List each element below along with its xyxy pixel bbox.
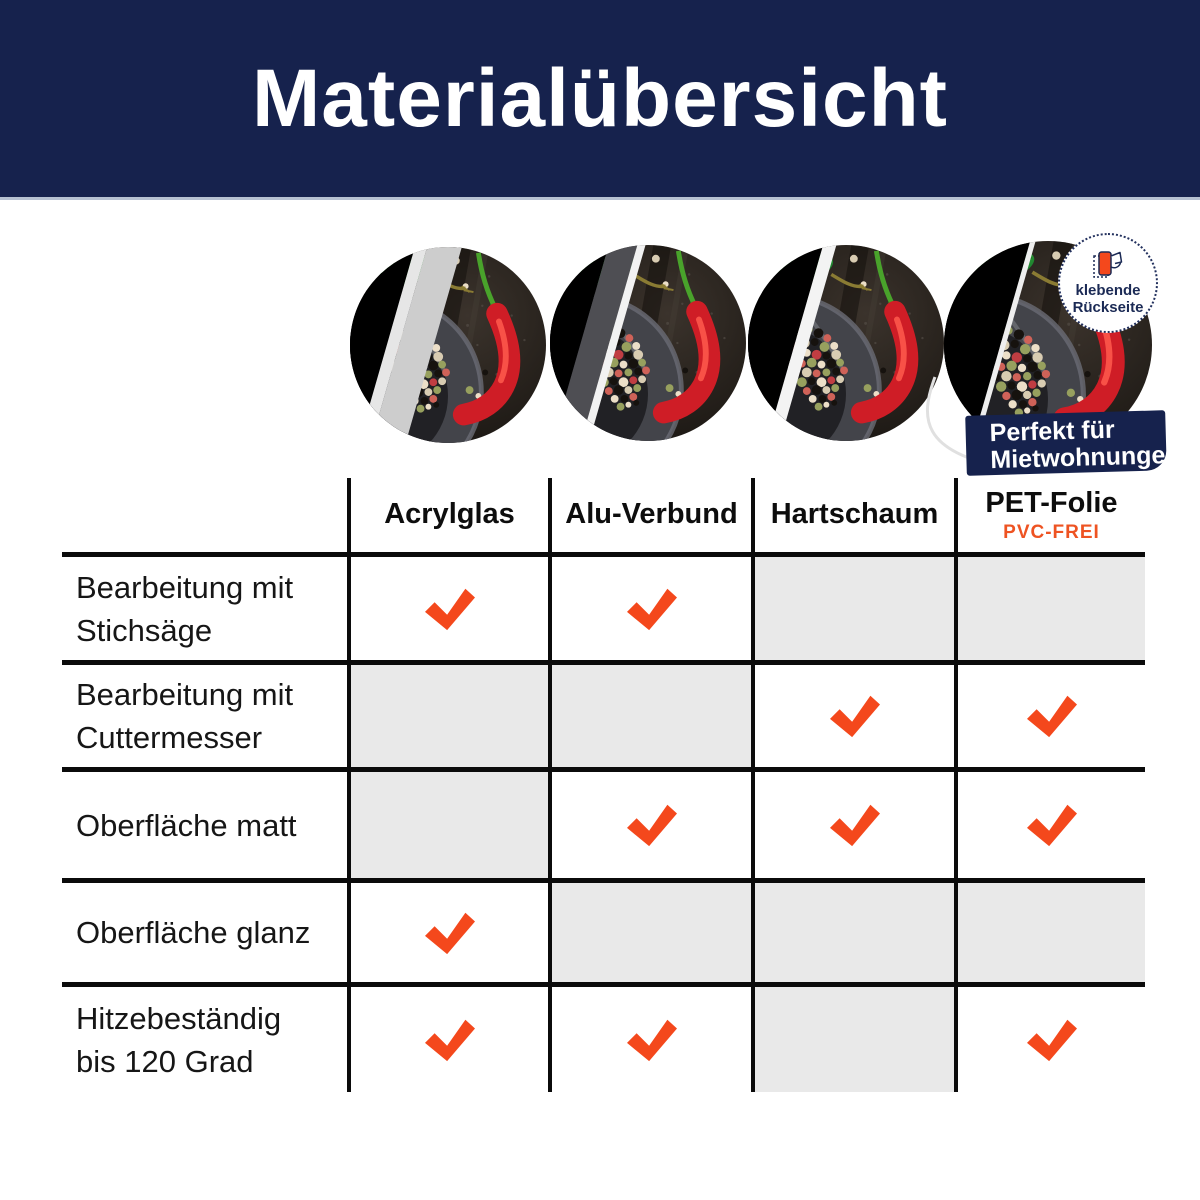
perfect-for-ribbon: Perfekt für Mietwohnungen bbox=[965, 410, 1182, 476]
check-icon bbox=[1026, 804, 1077, 847]
row-label-cuttermesser: Bearbeitung mit Cuttermesser bbox=[62, 660, 347, 767]
cell-hitze-alu-verbund bbox=[548, 982, 751, 1092]
column-header-label: PET-Folie bbox=[985, 486, 1118, 519]
row-label-line: Bearbeitung mit bbox=[76, 569, 294, 605]
cell-cuttermesser-pet-folie bbox=[954, 660, 1145, 767]
check-icon bbox=[424, 912, 475, 954]
cell-cuttermesser-acrylglas bbox=[347, 660, 548, 767]
row-label-line: Oberfläche glanz bbox=[76, 915, 311, 950]
column-header-acrylglas: Acrylglas bbox=[347, 478, 548, 552]
cell-matt-pet-folie bbox=[954, 767, 1145, 878]
row-label-line: Cuttermesser bbox=[76, 720, 263, 755]
row-label-hitzebestaendig: Hitzebeständig bis 120 Grad bbox=[62, 982, 347, 1092]
page-header: Materialübersicht bbox=[0, 0, 1200, 197]
check-icon bbox=[1026, 1019, 1077, 1061]
cell-glanz-hartschaum bbox=[751, 878, 954, 982]
header-underline bbox=[0, 197, 1200, 200]
badge-line-2: Rückseite bbox=[1072, 299, 1144, 316]
page-title: Materialübersicht bbox=[252, 52, 948, 144]
row-label-line: Stichsäge bbox=[76, 612, 213, 648]
check-icon bbox=[829, 695, 880, 738]
cell-stichsaege-acrylglas bbox=[347, 552, 548, 660]
cell-glanz-pet-folie bbox=[954, 878, 1145, 982]
row-label-line: Hitzebeständig bbox=[76, 1000, 282, 1036]
table-corner-cell bbox=[62, 478, 347, 552]
column-header-alu-verbund: Alu-Verbund bbox=[548, 478, 751, 552]
acrylglas-edge-image bbox=[350, 247, 546, 443]
material-comparison-table: Acrylglas Alu-Verbund Hartschaum PET-Fol… bbox=[62, 478, 1145, 1092]
row-label-line: Bearbeitung mit bbox=[76, 677, 294, 712]
check-icon bbox=[626, 588, 677, 630]
row-label-oberflaeche-matt: Oberfläche matt bbox=[62, 767, 347, 878]
alu-verbund-edge-image bbox=[550, 245, 746, 441]
column-header-pet-folie: PET-Folie PVC-FREI bbox=[954, 478, 1145, 552]
column-header-label: Acrylglas bbox=[384, 497, 515, 530]
check-icon bbox=[424, 588, 475, 630]
column-header-label: Alu-Verbund bbox=[565, 497, 738, 530]
badge-line-1: klebende bbox=[1075, 282, 1141, 299]
row-label-oberflaeche-glanz: Oberfläche glanz bbox=[62, 878, 347, 982]
column-header-label: Hartschaum bbox=[770, 497, 939, 530]
column-header-sublabel: PVC-FREI bbox=[1003, 521, 1100, 543]
material-preview-acrylglas bbox=[350, 247, 546, 443]
cell-cuttermesser-hartschaum bbox=[751, 660, 954, 767]
cell-glanz-alu-verbund bbox=[548, 878, 751, 982]
row-label-stichsaege: Bearbeitung mit Stichsäge bbox=[62, 552, 347, 660]
check-icon bbox=[829, 804, 880, 847]
adhesive-badge: klebende Rückseite bbox=[1058, 233, 1158, 333]
pet-folie-edge-image bbox=[944, 241, 1152, 449]
cell-hitze-hartschaum bbox=[751, 982, 954, 1092]
cell-matt-hartschaum bbox=[751, 767, 954, 878]
material-preview-pet-folie bbox=[944, 241, 1152, 449]
check-icon bbox=[626, 804, 677, 847]
column-header-hartschaum: Hartschaum bbox=[751, 478, 954, 552]
cell-stichsaege-hartschaum bbox=[751, 552, 954, 660]
check-icon bbox=[424, 1019, 475, 1061]
check-icon bbox=[626, 1019, 677, 1061]
cell-cuttermesser-alu-verbund bbox=[548, 660, 751, 767]
row-label-line: Oberfläche matt bbox=[76, 807, 297, 843]
ribbon-line-2: Mietwohnungen bbox=[990, 440, 1182, 475]
cell-glanz-acrylglas bbox=[347, 878, 548, 982]
row-label-line: bis 120 Grad bbox=[76, 1043, 254, 1079]
cell-hitze-pet-folie bbox=[954, 982, 1145, 1092]
check-icon bbox=[1026, 695, 1077, 738]
cell-hitze-acrylglas bbox=[347, 982, 548, 1092]
cell-stichsaege-pet-folie bbox=[954, 552, 1145, 660]
adhesive-back-icon bbox=[1093, 251, 1123, 278]
cell-matt-alu-verbund bbox=[548, 767, 751, 878]
cell-matt-acrylglas bbox=[347, 767, 548, 878]
material-preview-alu-verbund bbox=[550, 245, 746, 441]
hartschaum-edge-image bbox=[748, 245, 944, 441]
material-preview-hartschaum bbox=[748, 245, 944, 441]
cell-stichsaege-alu-verbund bbox=[548, 552, 751, 660]
